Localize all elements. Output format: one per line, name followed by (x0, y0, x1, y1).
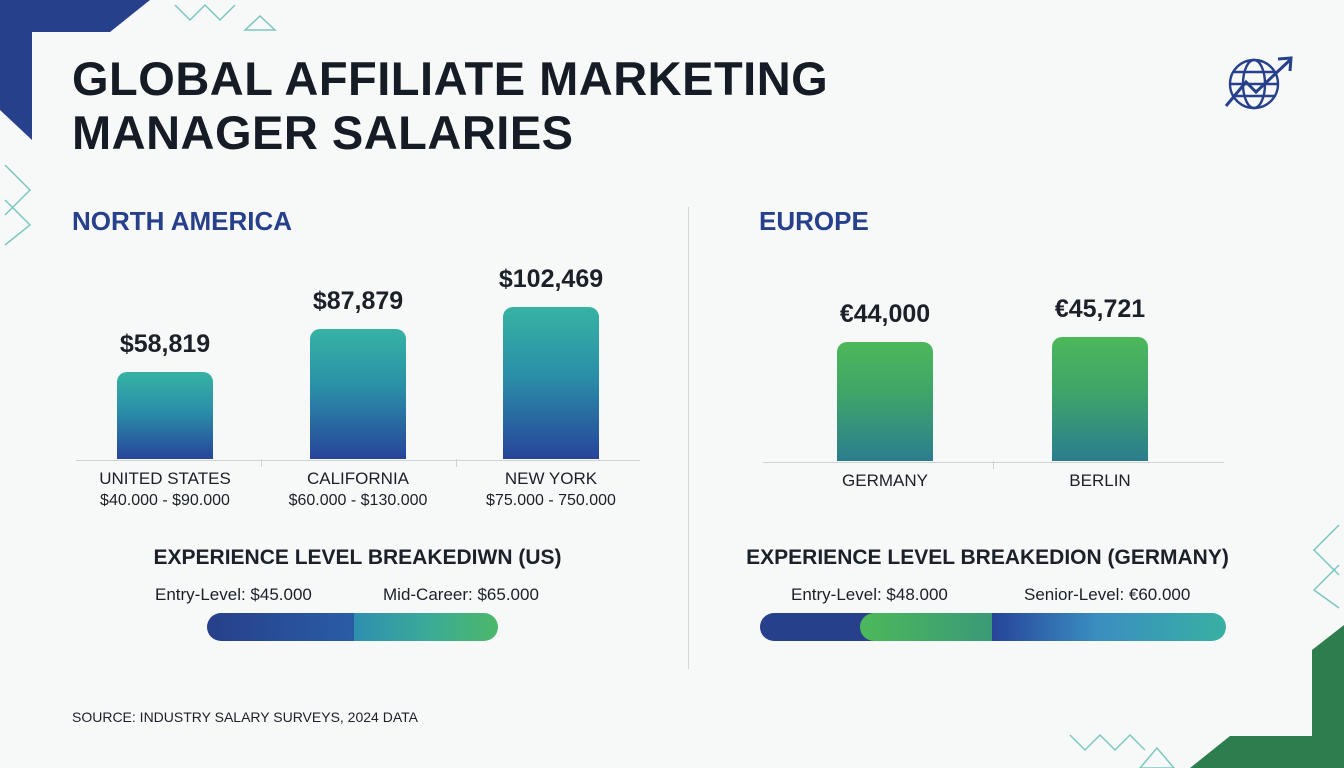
germany-entry-level-label: Entry-Level: $48.000 (791, 585, 948, 604)
bar-california (310, 329, 406, 459)
na-tick (456, 459, 457, 467)
title-line-1: GLOBAL AFFILIATE MARKETING (72, 52, 829, 105)
europe-heading: EUROPE (759, 206, 869, 236)
chevron-pattern-left (4, 164, 32, 246)
title-line-2: MANAGER SALARIES (72, 106, 574, 159)
data-label: $87,879 (312, 287, 404, 315)
category-label: NEW YORK (504, 469, 598, 488)
bar-germany (837, 342, 933, 461)
us-entry-level-segment (207, 613, 354, 641)
us-mid-career-label: Mid-Career: $65.000 (383, 585, 539, 604)
category-label: CALIFORNIA (306, 469, 410, 488)
corner-decoration-top-left (0, 0, 150, 140)
germany-senior-level-segment (992, 613, 1226, 641)
us-entry-level-label: Entry-Level: $45.000 (155, 585, 312, 604)
data-label: $58,819 (119, 330, 211, 358)
source-note: SOURCE: INDUSTRY SALARY SURVEYS, 2024 DA… (72, 709, 418, 725)
na-tick (261, 459, 262, 467)
germany-mid-segment (860, 613, 992, 641)
bar-united-states (117, 372, 213, 459)
salary-range-label: $40.000 - $90.000 (100, 492, 230, 509)
salary-range-label: $75.000 - 750.000 (486, 492, 616, 509)
us-experience-title: EXPERIENCE LEVEL BREAKEDIWN (US) (153, 546, 562, 569)
data-label: $102,469 (498, 265, 604, 293)
category-label: GERMANY (842, 471, 928, 490)
corner-decoration-bottom-right (1069, 625, 1344, 768)
category-label: UNITED STATES (99, 469, 231, 488)
bar-berlin (1052, 337, 1148, 461)
section-divider (688, 207, 689, 669)
chevron-pattern-right (1312, 524, 1340, 609)
bar-new-york (503, 307, 599, 459)
globe-growth-arrow-icon (1224, 56, 1293, 110)
triangle-pattern-top (174, 3, 277, 31)
data-label: €44,000 (839, 300, 931, 328)
eu-tick (993, 461, 994, 469)
north-america-heading: NORTH AMERICA (72, 206, 293, 236)
page-title: GLOBAL AFFILIATE MARKETING MANAGER SALARI… (72, 52, 828, 160)
germany-senior-level-label: Senior-Level: €60.000 (1024, 585, 1191, 604)
salary-range-label: $60.000 - $130.000 (288, 492, 428, 509)
data-label: €45,721 (1054, 295, 1146, 323)
category-label: BERLIN (1069, 471, 1131, 490)
na-axis (76, 460, 640, 461)
us-mid-career-segment (354, 613, 498, 641)
germany-experience-title: EXPERIENCE LEVEL BREAKEDION (GERMANY) (746, 546, 1229, 569)
